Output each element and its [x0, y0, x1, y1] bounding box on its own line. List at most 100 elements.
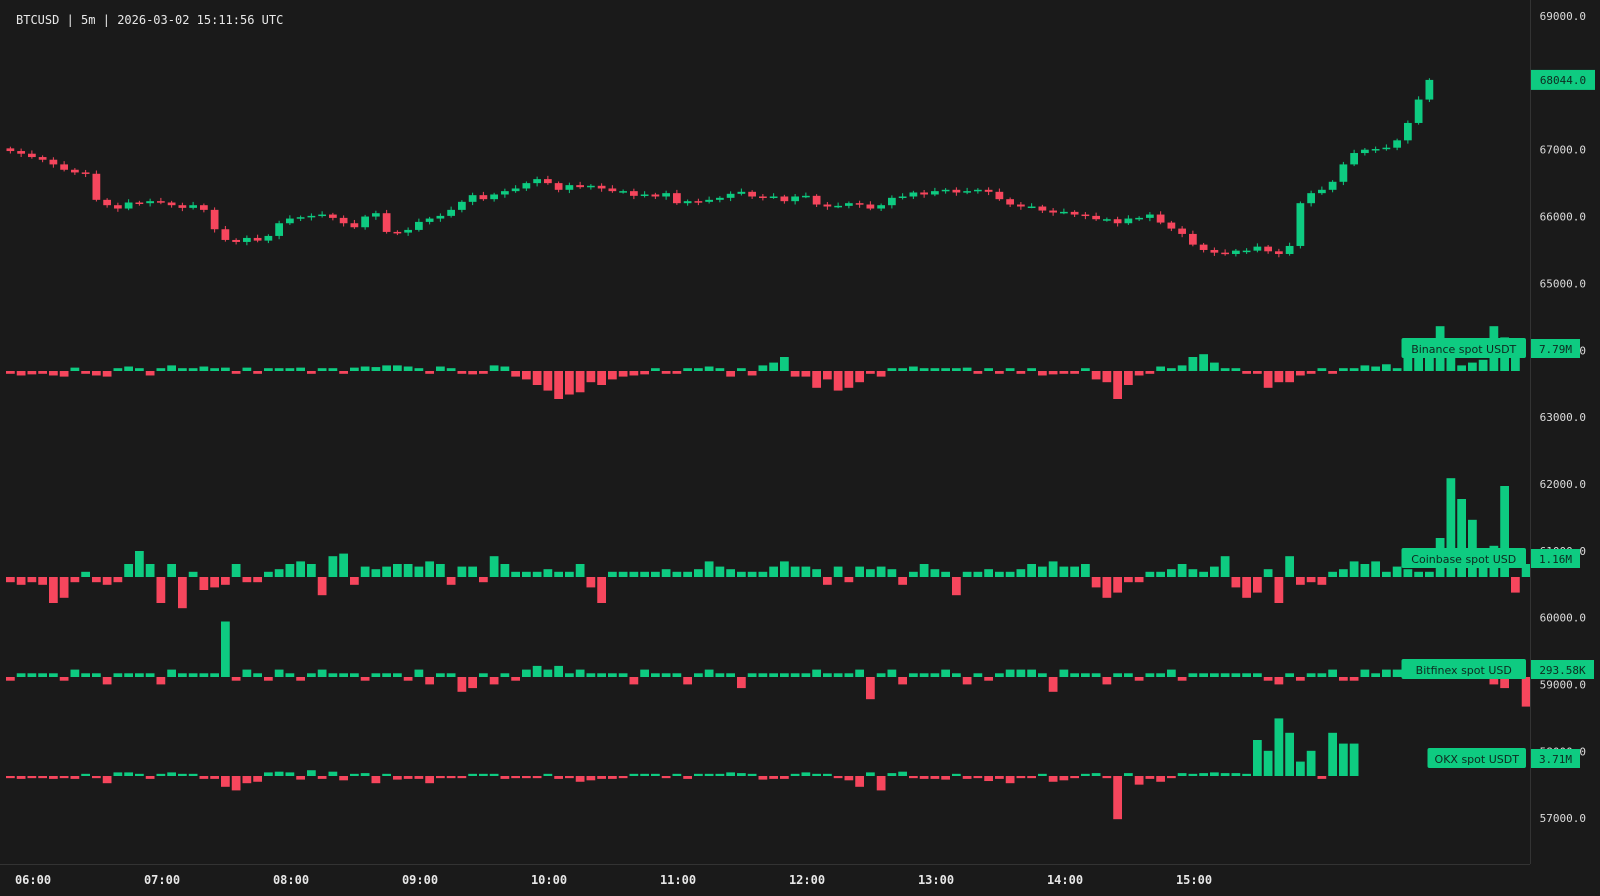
candle[interactable]: [705, 196, 713, 204]
candle[interactable]: [114, 202, 122, 212]
candle[interactable]: [651, 192, 660, 199]
candle[interactable]: [425, 216, 434, 225]
candle[interactable]: [1242, 248, 1251, 254]
candle[interactable]: [135, 200, 144, 206]
candle[interactable]: [28, 150, 36, 159]
candle[interactable]: [296, 215, 305, 222]
candle[interactable]: [1092, 212, 1100, 221]
candle[interactable]: [81, 169, 90, 178]
candle[interactable]: [157, 197, 165, 205]
candle[interactable]: [382, 209, 391, 234]
candle[interactable]: [479, 191, 488, 201]
candle[interactable]: [200, 203, 208, 213]
candle[interactable]: [855, 200, 864, 208]
candle[interactable]: [1156, 211, 1165, 225]
candle[interactable]: [544, 175, 552, 185]
candle[interactable]: [640, 191, 649, 198]
candle[interactable]: [404, 227, 412, 236]
candle[interactable]: [1339, 161, 1348, 186]
candle[interactable]: [124, 199, 133, 211]
candle[interactable]: [565, 182, 574, 194]
candle[interactable]: [1275, 248, 1283, 258]
time-axis[interactable]: 06:00 07:00 08:00 09:00 10:00 11:00 12:00 13:00…: [15, 873, 1212, 887]
candle[interactable]: [576, 181, 584, 189]
candle[interactable]: [501, 188, 509, 198]
candle[interactable]: [1038, 204, 1047, 214]
candle[interactable]: [1210, 247, 1219, 256]
candle[interactable]: [662, 190, 670, 200]
candle[interactable]: [974, 188, 982, 194]
candle[interactable]: [931, 187, 939, 197]
candle[interactable]: [1296, 201, 1305, 249]
candle[interactable]: [1049, 208, 1057, 216]
candle[interactable]: [447, 206, 455, 218]
candle[interactable]: [1361, 148, 1369, 156]
candle[interactable]: [361, 214, 369, 230]
candle[interactable]: [791, 194, 799, 205]
candle[interactable]: [1371, 146, 1380, 153]
candle[interactable]: [232, 238, 240, 245]
candle[interactable]: [597, 183, 606, 192]
candle[interactable]: [6, 146, 15, 154]
candle[interactable]: [253, 234, 262, 243]
candle[interactable]: [587, 184, 595, 190]
candle[interactable]: [275, 220, 283, 240]
candle[interactable]: [372, 210, 380, 220]
candle[interactable]: [673, 189, 681, 205]
candle[interactable]: [146, 198, 154, 207]
price-axis[interactable]: 69000.068000.067000.066000.065000.064000…: [1540, 10, 1586, 825]
candle[interactable]: [737, 188, 746, 196]
candle[interactable]: [533, 176, 541, 187]
candle[interactable]: [877, 203, 885, 212]
candle[interactable]: [329, 212, 337, 221]
candle[interactable]: [1414, 96, 1423, 125]
candle[interactable]: [716, 196, 724, 203]
candle[interactable]: [920, 190, 928, 198]
candle[interactable]: [683, 199, 692, 206]
candle[interactable]: [1307, 190, 1315, 207]
candle[interactable]: [522, 181, 531, 191]
candle[interactable]: [984, 187, 993, 196]
candle[interactable]: [243, 235, 251, 246]
candle[interactable]: [1285, 242, 1294, 256]
candle[interactable]: [511, 185, 520, 193]
candle[interactable]: [769, 193, 778, 199]
candle[interactable]: [1081, 212, 1090, 220]
candle[interactable]: [1221, 249, 1229, 256]
candle[interactable]: [941, 188, 950, 194]
candle[interactable]: [898, 193, 907, 200]
candle[interactable]: [17, 148, 25, 157]
candle[interactable]: [210, 207, 219, 233]
candle[interactable]: [952, 187, 961, 196]
candle[interactable]: [630, 188, 638, 200]
candle[interactable]: [888, 195, 896, 209]
candle[interactable]: [436, 213, 445, 222]
candle[interactable]: [221, 225, 230, 242]
candle[interactable]: [909, 190, 918, 199]
candle[interactable]: [1017, 202, 1025, 210]
candle[interactable]: [49, 157, 58, 168]
candle[interactable]: [963, 187, 971, 195]
candle[interactable]: [802, 192, 810, 199]
candle[interactable]: [780, 194, 789, 204]
candle[interactable]: [1199, 242, 1208, 253]
candle[interactable]: [1382, 144, 1391, 151]
candle[interactable]: [103, 198, 111, 208]
candle[interactable]: [823, 202, 832, 210]
candle[interactable]: [1027, 203, 1036, 209]
candle[interactable]: [167, 200, 176, 208]
candle[interactable]: [1253, 243, 1262, 253]
candle[interactable]: [350, 219, 359, 229]
candle[interactable]: [318, 211, 326, 218]
candle[interactable]: [866, 201, 875, 211]
candle[interactable]: [1113, 216, 1122, 227]
candle[interactable]: [286, 215, 294, 225]
candle[interactable]: [339, 215, 348, 227]
candle[interactable]: [608, 185, 617, 193]
candle[interactable]: [307, 213, 316, 221]
candle[interactable]: [1103, 217, 1111, 222]
candle[interactable]: [995, 188, 1004, 201]
candle[interactable]: [1328, 180, 1337, 193]
candle[interactable]: [1393, 138, 1401, 151]
candle[interactable]: [1060, 208, 1068, 215]
